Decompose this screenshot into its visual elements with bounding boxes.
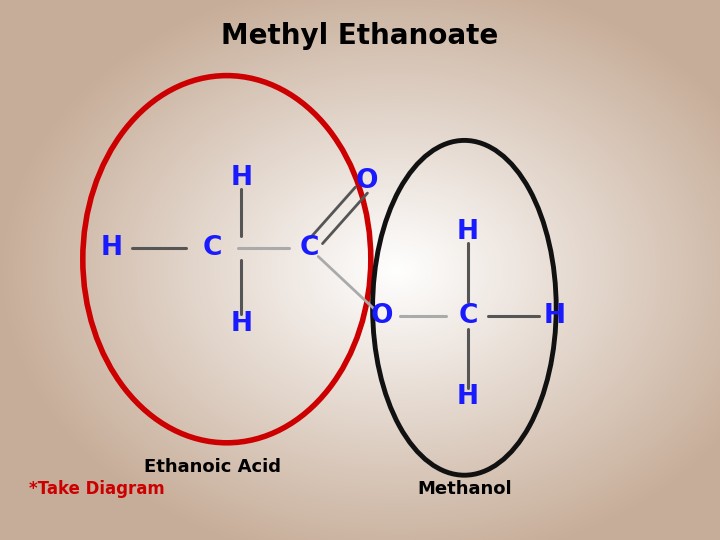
Text: C: C <box>459 303 477 329</box>
Text: H: H <box>457 384 479 410</box>
Text: O: O <box>370 303 393 329</box>
Text: H: H <box>230 311 252 337</box>
Text: Ethanoic Acid: Ethanoic Acid <box>144 458 281 476</box>
Text: H: H <box>544 303 565 329</box>
Text: C: C <box>203 235 222 261</box>
Text: O: O <box>356 168 379 194</box>
Text: Methanol: Methanol <box>417 480 512 498</box>
Text: C: C <box>300 235 319 261</box>
Text: H: H <box>230 165 252 191</box>
Text: *Take Diagram: *Take Diagram <box>29 480 165 498</box>
Text: H: H <box>457 219 479 245</box>
Text: Methyl Ethanoate: Methyl Ethanoate <box>221 22 499 50</box>
Text: H: H <box>101 235 122 261</box>
